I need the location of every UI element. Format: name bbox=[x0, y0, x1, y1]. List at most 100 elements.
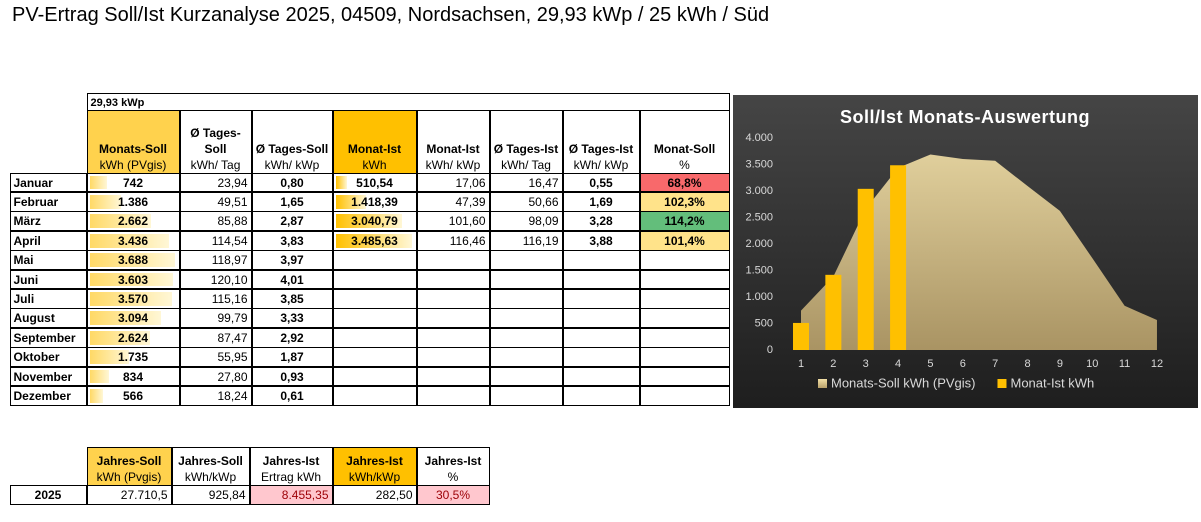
header-title: Jahres-Soll bbox=[96, 453, 162, 468]
cell-value: 120,10 bbox=[210, 272, 248, 287]
row-label: Mai bbox=[9, 250, 87, 270]
header-unit: kWh/ kWp bbox=[264, 157, 320, 172]
cell-value: Januar bbox=[13, 175, 53, 190]
y-tick-label: 3.000 bbox=[745, 185, 773, 197]
table-cell: 47,39 bbox=[416, 191, 490, 212]
table-cell: 50,66 bbox=[489, 191, 563, 212]
cell-value: 99,79 bbox=[217, 311, 248, 326]
column-header: Jahres-Ist% bbox=[416, 446, 490, 486]
table-cell bbox=[416, 250, 490, 270]
header-unit: kWh/ kWp bbox=[425, 157, 481, 172]
data-bar bbox=[89, 214, 151, 229]
table-cell: 1.386 bbox=[86, 191, 180, 212]
cell-value: Februar bbox=[13, 194, 59, 209]
cell-value: 3.485,63 bbox=[351, 233, 398, 248]
page-title: PV-Ertrag Soll/Ist Kurzanalyse 2025, 045… bbox=[12, 4, 770, 26]
column-header: Jahres-Soll kWh (Pvgis) bbox=[86, 446, 172, 486]
row-label: Juli bbox=[9, 288, 87, 309]
table-cell: 2,92 bbox=[251, 327, 333, 348]
row-label: März bbox=[9, 211, 87, 232]
column-header: Monats-Soll kWh (PVgis) bbox=[86, 109, 180, 174]
table-cell bbox=[416, 269, 490, 290]
table-caption: 29,93 kWp bbox=[86, 92, 730, 111]
cell-value: 3,33 bbox=[280, 311, 304, 326]
table-cell: 3.040,79 bbox=[332, 211, 417, 232]
table-cell: 1,65 bbox=[251, 191, 333, 212]
cell-value: Mai bbox=[13, 253, 34, 268]
table-cell bbox=[562, 250, 640, 270]
cell-value: 1,65 bbox=[280, 194, 304, 209]
data-bar bbox=[89, 233, 169, 248]
bar bbox=[890, 165, 907, 350]
cell-value: 115,16 bbox=[211, 291, 248, 306]
cell-value: 3.603 bbox=[117, 272, 149, 287]
cell-value: 3.688 bbox=[117, 253, 149, 268]
header-title: Ø Tages-Ist bbox=[568, 141, 634, 156]
cell-value: Juli bbox=[13, 291, 35, 306]
x-tick-label: 6 bbox=[960, 358, 966, 370]
table-cell: 16,47 bbox=[489, 172, 563, 193]
cell-value: September bbox=[13, 330, 76, 345]
cell-value: 50,66 bbox=[528, 194, 559, 209]
column-header: Ø Tages-Ist kWh/ Tag bbox=[489, 109, 563, 174]
table-cell: 3.603 bbox=[86, 269, 180, 290]
column-header: Jahres-Ist Ertrag kWh bbox=[249, 446, 333, 486]
cell-value: 101,4% bbox=[664, 233, 705, 248]
header-title: Jahres-Soll bbox=[178, 453, 243, 468]
table-cell: 3.570 bbox=[86, 288, 180, 309]
cell-value: 1.386 bbox=[117, 194, 149, 209]
column-header: Jahres-Ist kWh/kWp bbox=[332, 446, 417, 486]
cell-value: 68,8% bbox=[667, 175, 702, 190]
table-cell bbox=[562, 327, 640, 348]
table-cell: 1,69 bbox=[562, 191, 640, 212]
cell-value: 510,54 bbox=[356, 175, 393, 190]
table-cell: 2,87 bbox=[251, 211, 333, 232]
column-header: Ø Tages-Soll kWh/ Tag bbox=[179, 109, 252, 174]
cell-value: 0,80 bbox=[280, 175, 304, 190]
table-cell: 114,2% bbox=[639, 211, 730, 232]
x-tick-label: 5 bbox=[927, 358, 933, 370]
header-title: Ø Tages-Ist bbox=[493, 141, 559, 156]
column-header: Jahres-Soll kWh/kWp bbox=[171, 446, 250, 486]
cell-value: 16,47 bbox=[528, 175, 559, 190]
cell-value: 2.662 bbox=[117, 214, 149, 229]
table-cell bbox=[562, 347, 640, 367]
row-label: November bbox=[9, 366, 87, 387]
table-cell bbox=[639, 366, 730, 387]
data-bar bbox=[335, 233, 412, 248]
x-tick-label: 12 bbox=[1151, 358, 1163, 370]
cell-value: 1.418,39 bbox=[351, 194, 398, 209]
cell-value: 1,87 bbox=[280, 350, 304, 365]
table-cell: 101,60 bbox=[416, 211, 490, 232]
table-cell: 102,3% bbox=[639, 191, 730, 212]
table-cell: 68,8% bbox=[639, 172, 730, 193]
table-cell: 18,24 bbox=[179, 385, 252, 406]
table-cell: 120,10 bbox=[179, 269, 252, 290]
table-cell bbox=[416, 308, 490, 329]
cell-value: 742 bbox=[122, 175, 144, 190]
table-cell: 0,80 bbox=[251, 172, 333, 193]
cell-value: 3,83 bbox=[280, 233, 304, 248]
header-title: Jahres-Ist bbox=[424, 453, 482, 468]
column-header: Monat-Soll% bbox=[639, 109, 730, 174]
row-label: September bbox=[9, 327, 87, 348]
cell-value: August bbox=[13, 311, 55, 326]
table-cell bbox=[332, 288, 417, 309]
x-tick-label: 8 bbox=[1024, 358, 1030, 370]
table-cell: 925,84 bbox=[171, 484, 250, 505]
table-cell: 17,06 bbox=[416, 172, 490, 193]
y-tick-label: 1.000 bbox=[745, 291, 773, 303]
cell-value: Juni bbox=[13, 272, 39, 287]
table-cell bbox=[489, 327, 563, 348]
cell-value: 114,2% bbox=[664, 214, 705, 229]
cell-value: 2,92 bbox=[280, 330, 304, 345]
cell-value: 3,88 bbox=[589, 233, 613, 248]
y-tick-label: 500 bbox=[755, 317, 773, 329]
cell-value: 85,88 bbox=[217, 214, 248, 229]
table-cell: 2.624 bbox=[86, 327, 180, 348]
table-cell bbox=[332, 366, 417, 387]
cell-value: 4,01 bbox=[280, 272, 304, 287]
table-cell: 98,09 bbox=[489, 211, 563, 232]
header-title: Monats-Soll bbox=[99, 141, 167, 156]
header-title: Jahres-Ist bbox=[262, 453, 320, 468]
